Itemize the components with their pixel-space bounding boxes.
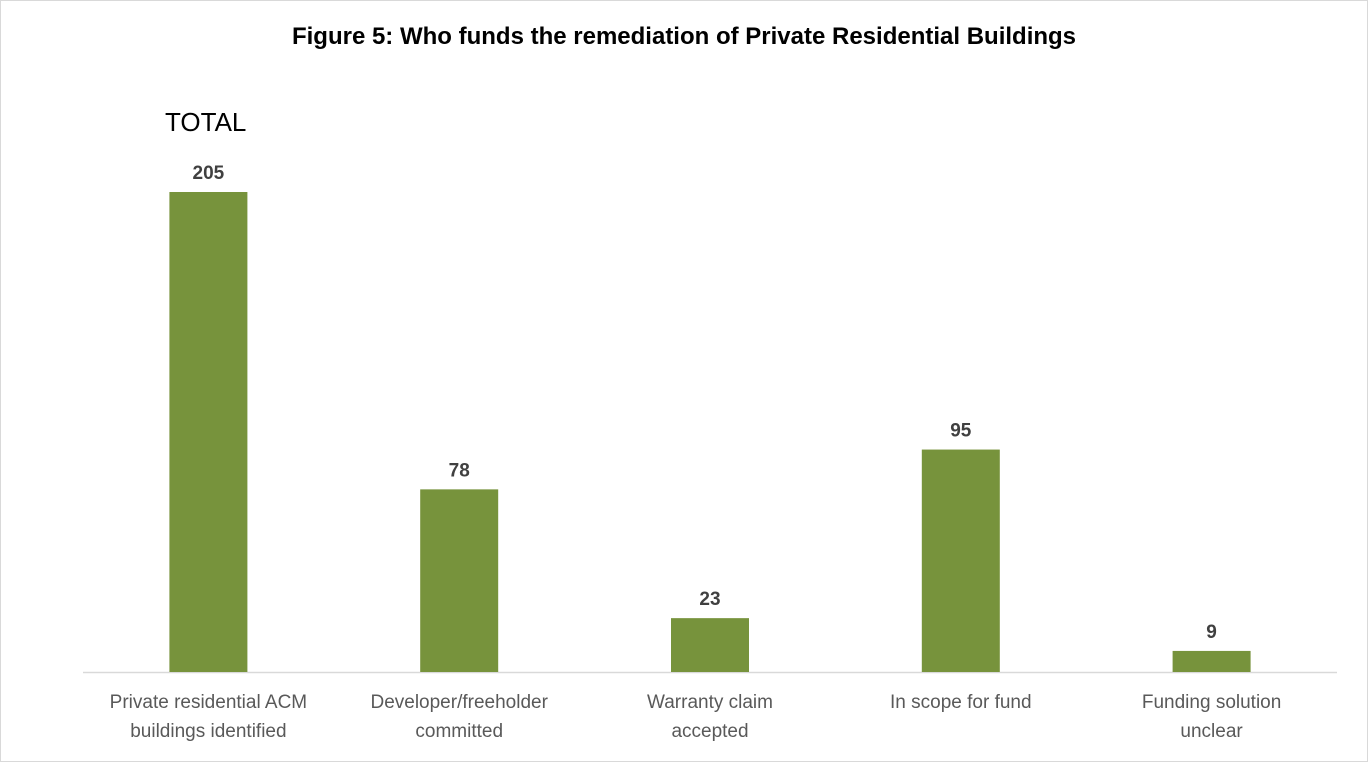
bar bbox=[420, 489, 499, 672]
category-label: In scope for fund bbox=[890, 692, 1032, 713]
bar bbox=[671, 618, 749, 672]
category-label: Developer/freeholder committed bbox=[370, 692, 548, 742]
category-label: Private residential ACM buildings identif… bbox=[110, 692, 307, 742]
bar bbox=[921, 449, 1000, 672]
data-label: 23 bbox=[699, 589, 720, 610]
bar bbox=[169, 192, 248, 672]
chart-title: Figure 5: Who funds the remediation of P… bbox=[291, 23, 1077, 50]
data-label: 205 bbox=[193, 163, 225, 184]
data-label: 78 bbox=[449, 460, 470, 481]
data-label: 95 bbox=[950, 421, 972, 442]
category-label: Warranty claim accepted bbox=[647, 692, 773, 742]
bar bbox=[1172, 650, 1251, 672]
total-annotation: TOTAL bbox=[165, 107, 247, 137]
data-label: 9 bbox=[1206, 622, 1217, 643]
category-label: Funding solution unclear bbox=[1142, 692, 1281, 742]
